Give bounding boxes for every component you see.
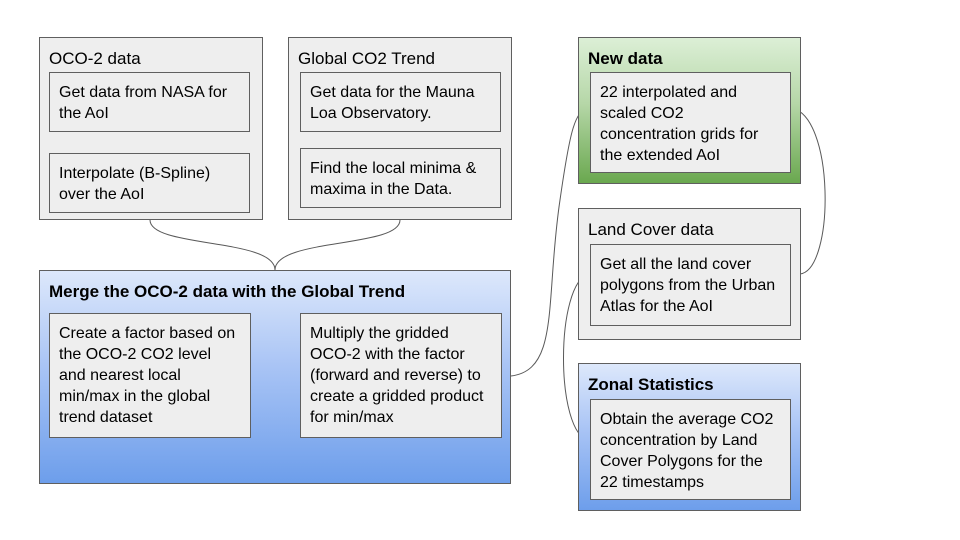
global-trend-panel: Global CO2 Trend Get data for the Mauna … (288, 37, 512, 220)
new-data-grids: 22 interpolated and scaled CO2 concentra… (590, 72, 791, 173)
land-cover-get-polygons: Get all the land cover polygons from the… (590, 244, 791, 326)
trend-step-find-extrema: Find the local minima & maxima in the Da… (300, 148, 501, 208)
merge-step-multiply: Multiply the gridded OCO-2 with the fact… (300, 313, 502, 438)
oco2-data-panel: OCO-2 data Get data from NASA for the Ao… (39, 37, 263, 220)
oco2-step-interpolate: Interpolate (B-Spline) over the AoI (49, 153, 250, 213)
zonal-statistics-panel: Zonal Statistics Obtain the average CO2 … (578, 363, 801, 511)
global-trend-title: Global CO2 Trend (298, 49, 436, 68)
land-cover-title: Land Cover data (588, 220, 714, 239)
land-cover-panel: Land Cover data Get all the land cover p… (578, 208, 801, 340)
trend-step-get-data: Get data for the Mauna Loa Observatory. (300, 72, 501, 132)
merge-title: Merge the OCO-2 data with the Global Tre… (49, 282, 406, 301)
connector-trend-to-merge (274, 219, 401, 271)
oco2-step-get-data: Get data from NASA for the AoI (49, 72, 250, 132)
zonal-statistics-title: Zonal Statistics (588, 375, 714, 394)
connector-oco2-to-merge (149, 219, 276, 271)
merge-step-create-factor: Create a factor based on the OCO-2 CO2 l… (49, 313, 251, 438)
new-data-panel: New data 22 interpolated and scaled CO2 … (578, 37, 801, 184)
merge-panel: Merge the OCO-2 data with the Global Tre… (39, 270, 511, 484)
zonal-average-concentration: Obtain the average CO2 concentration by … (590, 399, 791, 500)
new-data-title: New data (588, 49, 663, 68)
oco2-data-title: OCO-2 data (49, 49, 141, 68)
